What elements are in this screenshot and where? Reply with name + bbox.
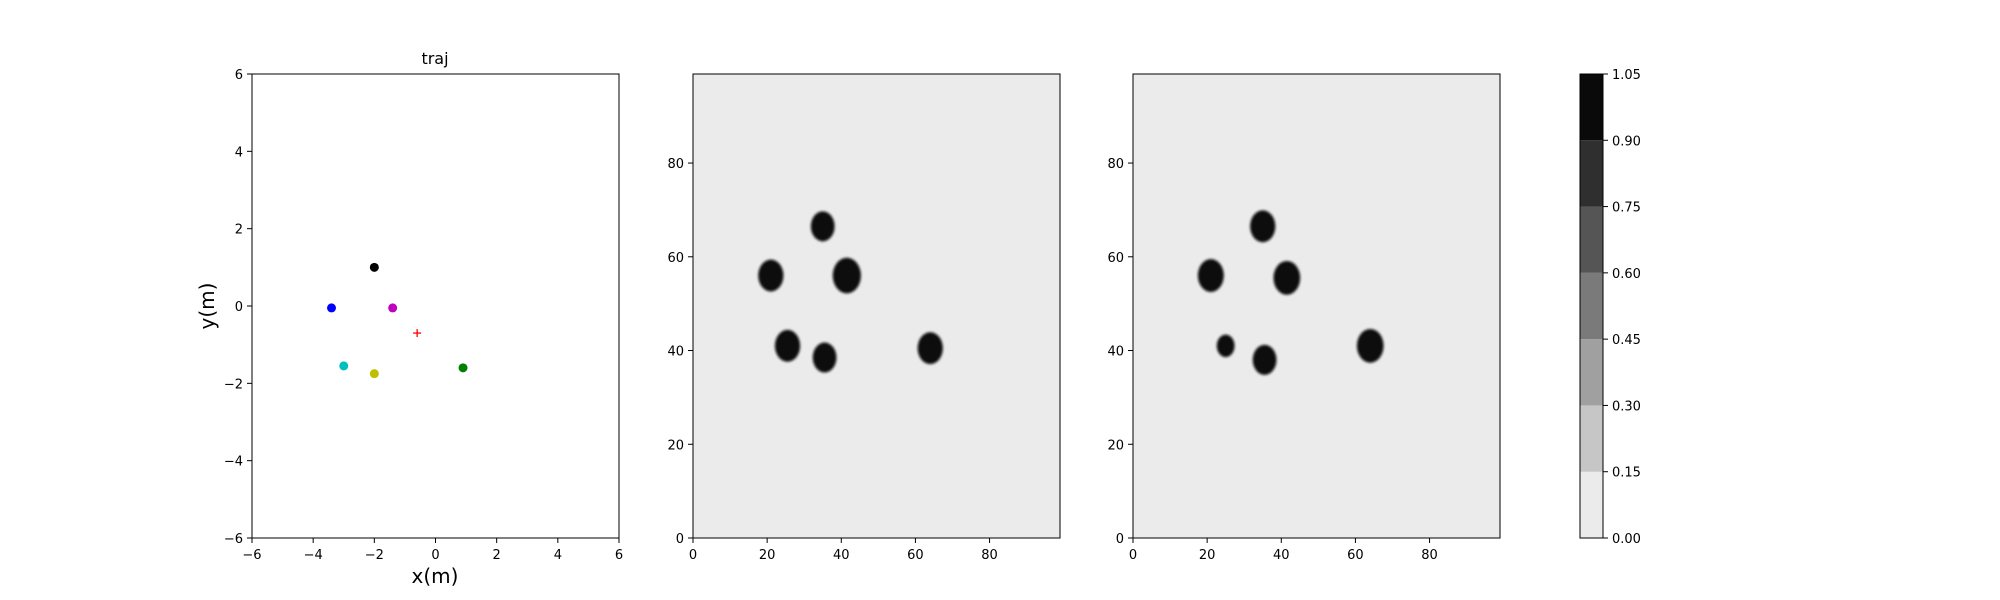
colorbar: 0.00 0.15 0.30 0.45 0.60 0.75 0.90 1.05 (1579, 68, 1641, 547)
trajectory-x-tick-label: 4 (554, 548, 562, 563)
map-2-background (1133, 74, 1500, 538)
trajectory-y-tick-label: −2 (224, 377, 243, 392)
trajectory-y-tick-label: −4 (224, 455, 243, 470)
obstacle-blob (917, 332, 943, 365)
map-1-y-tick-label: 0 (676, 532, 684, 547)
obstacle-blob (1197, 259, 1224, 292)
trajectory-points (327, 262, 468, 379)
map-1-y-tick-label: 40 (667, 345, 684, 360)
colorbar-band (1580, 339, 1603, 406)
obstacle-blob (1252, 344, 1277, 375)
agent-point (339, 361, 349, 371)
trajectory-y-tick-label: 4 (235, 145, 243, 160)
map-1-axes-frame (692, 73, 1061, 539)
map-2-x-ticks: 0 20 40 60 80 (1129, 538, 1438, 563)
colorbar-tick-label: 0.60 (1612, 267, 1641, 282)
colorbar-band (1580, 206, 1603, 273)
colorbar-ticks: 0.00 0.15 0.30 0.45 0.60 0.75 0.90 1.05 (1603, 68, 1641, 547)
map-2-x-tick-label: 0 (1129, 548, 1137, 563)
obstacle-blob (758, 259, 784, 292)
map-2-x-tick-label: 20 (1199, 548, 1216, 563)
map-1-blobs (758, 211, 943, 373)
map-1-x-tick-label: 40 (833, 548, 850, 563)
trajectory-y-tick-label: −6 (224, 532, 243, 547)
colorbar-frame (1579, 73, 1604, 539)
colorbar-tick-label: 0.45 (1612, 333, 1641, 348)
map-2-y-tick-label: 20 (1107, 438, 1124, 453)
map-2-y-tick-label: 60 (1107, 251, 1124, 266)
map-2-y-ticks: 0 20 40 60 80 (1107, 157, 1133, 547)
map-2-axes-frame (1132, 73, 1501, 539)
map-2-y-tick-label: 0 (1116, 532, 1124, 547)
trajectory-y-tick-label: 0 (235, 300, 243, 315)
trajectory-x-ticks: −6 −4 −2 0 2 4 6 (242, 538, 623, 563)
trajectory-x-tick-label: 6 (615, 548, 623, 563)
obstacle-blob (774, 329, 801, 362)
map-1-x-tick-label: 80 (981, 548, 998, 563)
obstacle-blob (810, 211, 835, 242)
map-1-y-tick-label: 60 (667, 251, 684, 266)
obstacle-blob (1356, 328, 1384, 363)
trajectory-x-tick-label: 0 (431, 548, 439, 563)
colorbar-tick-label: 1.05 (1612, 68, 1641, 83)
trajectory-x-tick-label: 2 (493, 548, 501, 563)
map-1-x-tick-label: 20 (759, 548, 776, 563)
map-2-x-tick-label: 40 (1273, 548, 1290, 563)
trajectory-x-tick-label: −2 (365, 548, 384, 563)
obstacle-blob (1273, 261, 1301, 295)
map-1-x-ticks: 0 20 40 60 80 (689, 538, 998, 563)
colorbar-band (1580, 405, 1603, 472)
map-1-background (693, 74, 1060, 538)
occupancy-map-2: 0 20 40 60 80 0 20 40 60 80 (1107, 73, 1501, 563)
colorbar-tick-label: 0.30 (1612, 399, 1641, 414)
trajectory-x-axis-label: x(m) (412, 564, 459, 588)
agent-point (458, 363, 468, 373)
colorbar-tick-label: 0.90 (1612, 134, 1641, 149)
colorbar-band (1580, 272, 1603, 340)
map-1-x-tick-label: 60 (907, 548, 924, 563)
map-2-x-tick-label: 60 (1347, 548, 1364, 563)
map-2-blobs (1197, 210, 1384, 375)
map-1-y-tick-label: 80 (667, 157, 684, 172)
trajectory-plot: traj −6 −4 −2 0 2 4 6 −6 −4 −2 0 2 4 6 x(m) y(m) (195, 49, 623, 588)
colorbar-bands (1580, 74, 1603, 538)
agent-point (369, 262, 379, 272)
trajectory-title: traj (421, 49, 448, 68)
colorbar-band (1580, 74, 1603, 141)
occupancy-map-1: 0 20 40 60 80 0 20 40 60 80 (667, 73, 1061, 563)
map-1-y-ticks: 0 20 40 60 80 (667, 157, 693, 547)
trajectory-y-axis-label: y(m) (195, 283, 219, 330)
agent-point (327, 303, 337, 313)
colorbar-tick-label: 0.00 (1612, 532, 1641, 547)
trajectory-x-tick-label: −6 (242, 548, 261, 563)
colorbar-tick-label: 0.15 (1612, 466, 1641, 481)
trajectory-y-ticks: −6 −4 −2 0 2 4 6 (224, 68, 252, 547)
trajectory-axes-frame (251, 73, 620, 539)
map-2-y-tick-label: 40 (1107, 345, 1124, 360)
goal-marker (413, 329, 422, 338)
trajectory-y-tick-label: 2 (235, 223, 243, 238)
agent-point (369, 369, 379, 379)
map-1-y-tick-label: 20 (667, 438, 684, 453)
colorbar-band (1580, 140, 1603, 207)
map-1-x-tick-label: 0 (689, 548, 697, 563)
trajectory-y-tick-label: 6 (235, 68, 243, 83)
agent-point (388, 303, 398, 313)
obstacle-blob (1216, 334, 1235, 358)
colorbar-band (1580, 471, 1603, 538)
trajectory-x-tick-label: −4 (304, 548, 323, 563)
obstacle-blob (832, 257, 861, 294)
obstacle-blob (812, 342, 837, 373)
map-2-x-tick-label: 80 (1421, 548, 1438, 563)
map-2-y-tick-label: 80 (1107, 157, 1124, 172)
obstacle-blob (1250, 210, 1276, 243)
colorbar-tick-label: 0.75 (1612, 201, 1641, 216)
